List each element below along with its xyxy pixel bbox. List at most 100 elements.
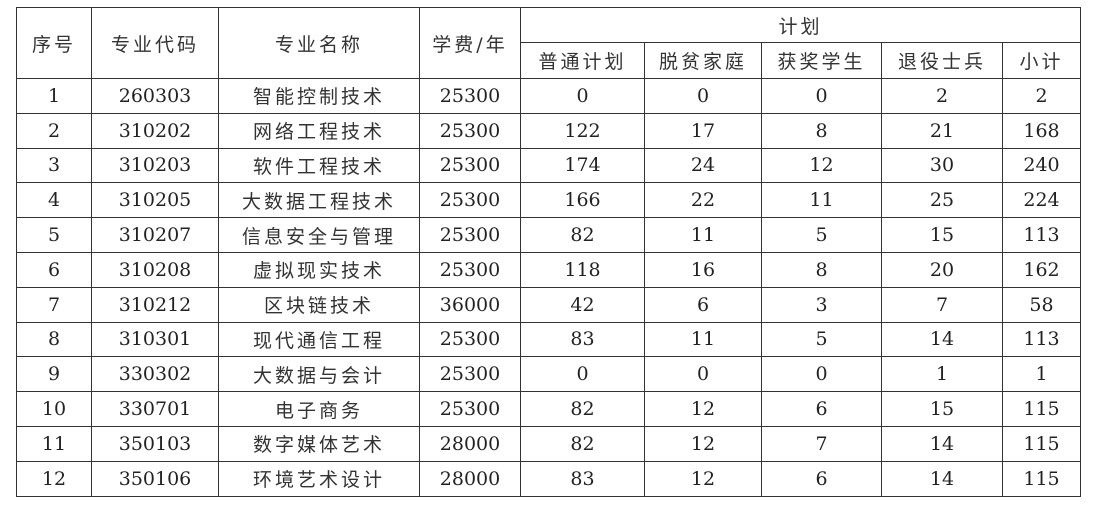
cell-regular: 0 [520,78,645,114]
cell-veteran: 20 [881,251,1003,288]
enrollment-plan-table: 序号 专业代码 专业名称 学费/年 计划 普通计划 脱贫家庭 获奖学生 退役士兵… [16,7,1081,497]
cell-fee: 25300 [419,321,521,358]
cell-veteran: 30 [881,147,1003,184]
table-row: 8 310301 现代通信工程 25300 83 11 5 14 113 [16,321,1081,358]
cell-poverty: 22 [644,182,762,219]
cell-regular: 174 [520,147,645,184]
cell-award: 6 [761,391,882,427]
header-plan: 计划 [520,7,1081,43]
cell-veteran: 2 [881,78,1003,114]
cell-poverty: 12 [644,391,762,427]
cell-poverty: 0 [644,356,762,393]
cell-subtotal: 1 [1002,356,1081,393]
cell-award: 0 [761,78,882,114]
cell-name: 电子商务 [218,391,420,427]
cell-subtotal: 168 [1002,112,1081,149]
cell-poverty: 24 [644,147,762,184]
cell-index: 4 [16,182,92,219]
cell-subtotal: 162 [1002,251,1081,288]
cell-regular: 82 [520,217,645,253]
table-row: 7 310212 区块链技术 36000 42 6 3 7 58 [16,286,1081,323]
cell-code: 310205 [91,182,219,219]
cell-code: 310202 [91,112,219,149]
table-row: 6 310208 虚拟现实技术 25300 118 16 8 20 162 [16,251,1081,288]
cell-index: 9 [16,356,92,393]
cell-name: 环境艺术设计 [218,460,420,497]
cell-index: 7 [16,286,92,323]
header-index: 序号 [16,7,92,79]
cell-fee: 28000 [419,460,521,497]
cell-veteran: 15 [881,217,1003,253]
cell-name: 智能控制技术 [218,78,420,114]
cell-name: 虚拟现实技术 [218,251,420,288]
header-poverty-families: 脱贫家庭 [644,42,762,79]
cell-code: 330302 [91,356,219,393]
cell-regular: 83 [520,321,645,358]
cell-fee: 25300 [419,78,521,114]
cell-code: 260303 [91,78,219,114]
cell-award: 11 [761,182,882,219]
header-award-students: 获奖学生 [761,42,882,79]
cell-poverty: 12 [644,425,762,462]
cell-index: 6 [16,251,92,288]
cell-name: 软件工程技术 [218,147,420,184]
cell-subtotal: 240 [1002,147,1081,184]
cell-code: 310207 [91,217,219,253]
header-veterans: 退役士兵 [881,42,1003,79]
cell-veteran: 1 [881,356,1003,393]
cell-award: 8 [761,251,882,288]
table-row: 3 310203 软件工程技术 25300 174 24 12 30 240 [16,147,1081,184]
cell-name: 区块链技术 [218,286,420,323]
cell-award: 7 [761,425,882,462]
cell-fee: 25300 [419,391,521,427]
cell-code: 350106 [91,460,219,497]
cell-fee: 25300 [419,182,521,219]
cell-subtotal: 115 [1002,460,1081,497]
cell-index: 12 [16,460,92,497]
cell-code: 310301 [91,321,219,358]
cell-name: 网络工程技术 [218,112,420,149]
cell-award: 6 [761,460,882,497]
cell-fee: 25300 [419,112,521,149]
cell-veteran: 21 [881,112,1003,149]
cell-subtotal: 113 [1002,217,1081,253]
cell-fee: 25300 [419,217,521,253]
cell-regular: 83 [520,460,645,497]
table-row: 9 330302 大数据与会计 25300 0 0 0 1 1 [16,356,1081,393]
cell-fee: 25300 [419,251,521,288]
cell-fee: 25300 [419,147,521,184]
cell-index: 5 [16,217,92,253]
cell-veteran: 15 [881,391,1003,427]
cell-subtotal: 115 [1002,425,1081,462]
cell-regular: 166 [520,182,645,219]
cell-index: 1 [16,78,92,114]
header-regular-plan: 普通计划 [520,42,645,79]
cell-fee: 28000 [419,425,521,462]
cell-code: 310208 [91,251,219,288]
table-row: 2 310202 网络工程技术 25300 122 17 8 21 168 [16,112,1081,149]
cell-index: 10 [16,391,92,427]
cell-award: 8 [761,112,882,149]
cell-index: 8 [16,321,92,358]
header-code: 专业代码 [91,7,219,79]
cell-award: 3 [761,286,882,323]
table-row: 4 310205 大数据工程技术 25300 166 22 11 25 224 [16,182,1081,219]
cell-name: 大数据与会计 [218,356,420,393]
header-name: 专业名称 [218,7,420,79]
table-row: 5 310207 信息安全与管理 25300 82 11 5 15 113 [16,217,1081,253]
cell-name: 信息安全与管理 [218,217,420,253]
cell-subtotal: 58 [1002,286,1081,323]
cell-poverty: 6 [644,286,762,323]
cell-veteran: 14 [881,425,1003,462]
cell-award: 0 [761,356,882,393]
cell-veteran: 25 [881,182,1003,219]
cell-subtotal: 224 [1002,182,1081,219]
cell-poverty: 16 [644,251,762,288]
cell-index: 11 [16,425,92,462]
cell-name: 大数据工程技术 [218,182,420,219]
cell-regular: 82 [520,425,645,462]
cell-subtotal: 115 [1002,391,1081,427]
cell-code: 330701 [91,391,219,427]
cell-name: 现代通信工程 [218,321,420,358]
cell-poverty: 17 [644,112,762,149]
